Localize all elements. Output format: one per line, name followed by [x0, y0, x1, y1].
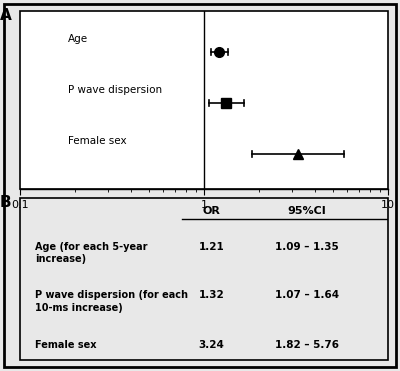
Text: 1.07 – 1.64: 1.07 – 1.64 — [275, 290, 339, 300]
Text: B: B — [0, 195, 11, 210]
Text: P wave dispersion (for each
10-ms increase): P wave dispersion (for each 10-ms increa… — [35, 290, 188, 313]
Text: OR: OR — [202, 206, 220, 216]
Text: Female sex: Female sex — [68, 136, 126, 146]
Text: A: A — [0, 7, 12, 23]
Text: Female sex: Female sex — [35, 341, 96, 351]
Text: 1.82 – 5.76: 1.82 – 5.76 — [275, 341, 339, 351]
Text: 1.32: 1.32 — [198, 290, 224, 300]
Text: Age: Age — [68, 34, 88, 44]
Text: 95%CI: 95%CI — [288, 206, 326, 216]
Text: 1.09 – 1.35: 1.09 – 1.35 — [275, 242, 339, 252]
Text: 1.21: 1.21 — [198, 242, 224, 252]
Text: 3.24: 3.24 — [198, 341, 224, 351]
Text: P wave dispersion: P wave dispersion — [68, 85, 162, 95]
Text: Age (for each 5-year
increase): Age (for each 5-year increase) — [35, 242, 147, 264]
